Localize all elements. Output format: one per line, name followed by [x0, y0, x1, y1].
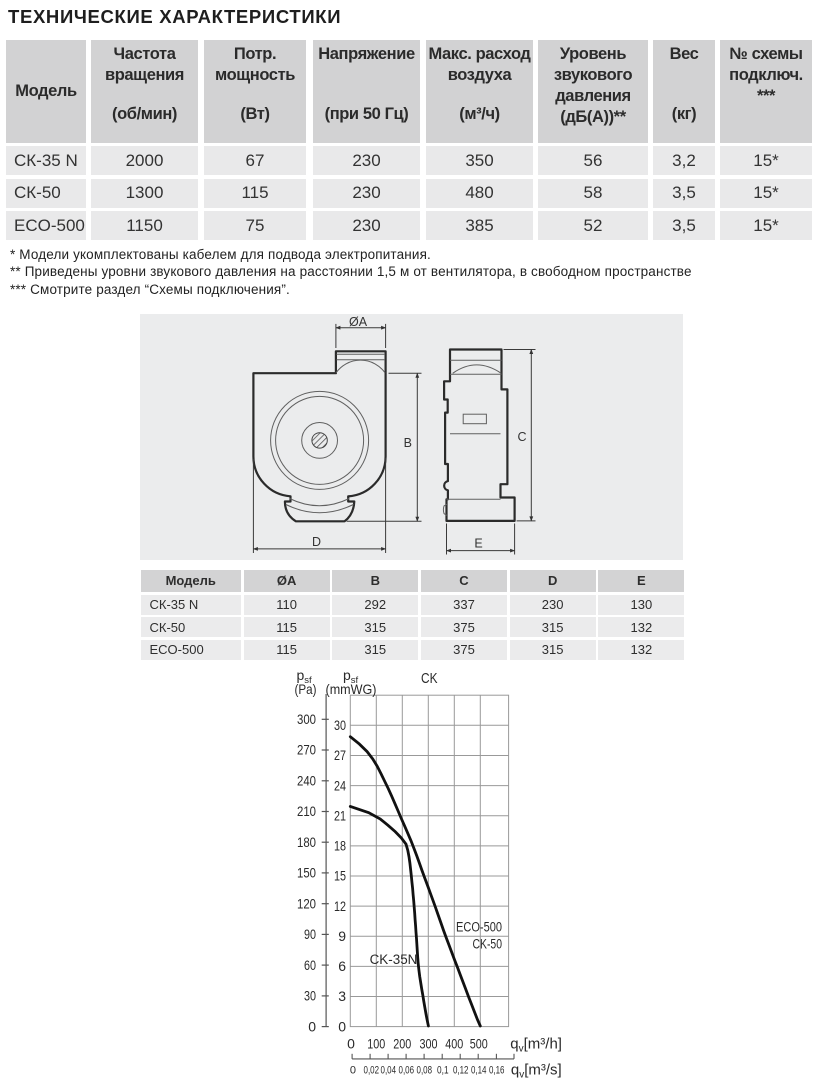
svg-text:21: 21	[334, 807, 346, 823]
svg-text:12: 12	[334, 898, 346, 914]
svg-text:0,02: 0,02	[364, 1065, 380, 1077]
svg-text:(Pa): (Pa)	[295, 681, 317, 697]
svg-text:qv[m³/h]: qv[m³/h]	[510, 1036, 562, 1055]
svg-text:D: D	[312, 535, 321, 549]
svg-text:C: C	[517, 430, 526, 444]
svg-text:0,1: 0,1	[437, 1065, 449, 1077]
svg-text:100: 100	[367, 1036, 385, 1052]
svg-text:300: 300	[297, 711, 316, 727]
svg-text:0: 0	[347, 1036, 355, 1052]
svg-text:30: 30	[334, 717, 346, 733]
svg-text:15: 15	[334, 868, 346, 884]
svg-text:270: 270	[297, 742, 316, 758]
svg-text:qv[m³/s]: qv[m³/s]	[511, 1062, 562, 1081]
svg-text:6: 6	[338, 958, 346, 974]
svg-text:400: 400	[445, 1036, 463, 1052]
svg-text:ØA: ØA	[349, 315, 368, 329]
svg-text:24: 24	[334, 777, 346, 793]
svg-text:30: 30	[304, 988, 316, 1004]
svg-text:CK-35N: CK-35N	[370, 952, 418, 967]
svg-text:210: 210	[297, 803, 316, 819]
svg-text:0,04: 0,04	[381, 1065, 397, 1077]
svg-text:0,08: 0,08	[417, 1065, 433, 1077]
svg-text:E: E	[474, 537, 482, 551]
svg-text:300: 300	[420, 1036, 438, 1052]
svg-text:0: 0	[350, 1065, 356, 1077]
svg-text:18: 18	[334, 838, 346, 854]
svg-text:CK-50: CK-50	[473, 937, 503, 952]
svg-text:200: 200	[393, 1036, 411, 1052]
svg-text:B: B	[404, 436, 412, 450]
svg-text:60: 60	[304, 957, 316, 973]
svg-text:500: 500	[470, 1036, 488, 1052]
svg-text:9: 9	[338, 928, 346, 944]
svg-text:0: 0	[338, 1018, 346, 1034]
svg-text:0,16: 0,16	[489, 1065, 505, 1077]
svg-text:ECO-500: ECO-500	[456, 920, 502, 935]
svg-text:90: 90	[304, 926, 316, 942]
svg-text:(mmWG): (mmWG)	[326, 681, 377, 697]
svg-text:0,06: 0,06	[399, 1065, 415, 1077]
svg-text:0,12: 0,12	[453, 1065, 469, 1077]
svg-text:240: 240	[297, 773, 316, 789]
svg-text:0: 0	[308, 1018, 316, 1034]
svg-text:27: 27	[334, 747, 346, 763]
svg-text:120: 120	[297, 895, 316, 911]
svg-text:0,14: 0,14	[471, 1065, 487, 1077]
svg-text:3: 3	[338, 988, 346, 1004]
svg-text:CK: CK	[421, 670, 438, 687]
svg-text:150: 150	[297, 865, 316, 881]
svg-text:180: 180	[297, 834, 316, 850]
